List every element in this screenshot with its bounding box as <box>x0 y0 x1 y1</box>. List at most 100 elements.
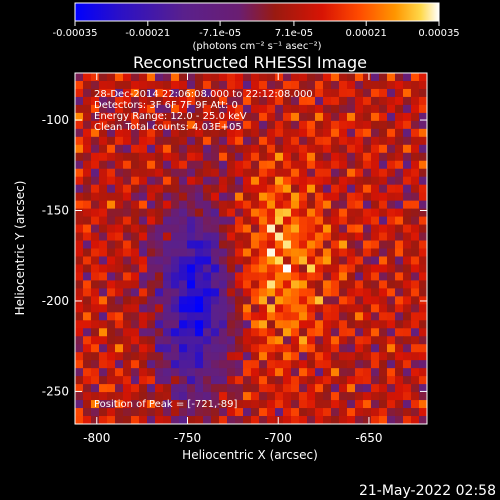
heatmap-cell <box>211 128 220 138</box>
heatmap-cell <box>83 304 92 313</box>
heatmap-cell <box>75 216 84 226</box>
heatmap-cell <box>139 136 148 146</box>
heatmap-cell <box>139 296 148 305</box>
heatmap-cell <box>75 304 84 313</box>
heatmap-cell <box>411 296 420 305</box>
heatmap-cell <box>339 392 348 401</box>
heatmap-cell <box>99 224 108 234</box>
heatmap-cell <box>99 312 108 321</box>
heatmap-cell <box>267 304 276 313</box>
heatmap-cell <box>219 400 228 409</box>
heatmap-cell <box>395 216 404 226</box>
heatmap-cell <box>299 312 308 321</box>
heatmap-cell <box>211 272 220 281</box>
heatmap-cell <box>363 288 372 297</box>
heatmap-cell <box>347 160 356 170</box>
heatmap-cell <box>235 368 244 377</box>
heatmap-cell <box>315 168 324 178</box>
heatmap-cell <box>115 408 124 417</box>
heatmap-cell <box>227 112 236 122</box>
heatmap-cell <box>115 304 124 313</box>
heatmap-cell <box>307 168 316 178</box>
heatmap-cell <box>163 88 172 98</box>
heatmap-cell <box>91 96 100 106</box>
heatmap-cell <box>339 152 348 162</box>
heatmap-cell <box>99 296 108 305</box>
heatmap-cell <box>139 128 148 138</box>
heatmap-cell <box>75 336 84 345</box>
heatmap-cell <box>219 320 228 329</box>
heatmap-cell <box>347 384 356 393</box>
heatmap-cell <box>355 288 364 297</box>
heatmap-cell <box>91 176 100 186</box>
heatmap-cell <box>387 288 396 297</box>
heatmap-cell <box>123 176 132 186</box>
heatmap-cell <box>195 328 204 337</box>
heatmap-cell <box>139 360 148 369</box>
heatmap-cell <box>291 408 300 417</box>
heatmap-cell <box>123 408 132 417</box>
heatmap-cell <box>75 73 84 82</box>
heatmap-cell <box>243 344 252 353</box>
heatmap-cell <box>131 288 140 297</box>
heatmap-cell <box>267 296 276 305</box>
heatmap-cell <box>243 280 252 289</box>
heatmap-cell <box>331 112 340 122</box>
heatmap-cell <box>395 392 404 401</box>
heatmap-cell <box>235 184 244 194</box>
heatmap-cell <box>187 248 196 257</box>
heatmap-cell <box>107 280 116 289</box>
heatmap-cell <box>339 352 348 361</box>
heatmap-cell <box>123 384 132 393</box>
heatmap-cell <box>299 88 308 98</box>
heatmap-cell <box>339 208 348 218</box>
heatmap-cell <box>163 392 172 401</box>
heatmap-cell <box>99 240 108 249</box>
heatmap-cell <box>387 136 396 146</box>
heatmap-cell <box>403 376 412 385</box>
heatmap-cell <box>323 144 332 154</box>
heatmap-cell <box>203 392 212 401</box>
heatmap-cell <box>243 408 252 417</box>
heatmap-cell <box>75 272 84 281</box>
heatmap-cell <box>323 280 332 289</box>
heatmap-cell <box>379 224 388 234</box>
heatmap-cell <box>75 80 84 90</box>
heatmap-cell <box>355 88 364 98</box>
heatmap-cell <box>155 88 164 98</box>
heatmap-cell <box>315 104 324 114</box>
heatmap-cell <box>83 168 92 178</box>
heatmap-cell <box>411 88 420 98</box>
heatmap-cell <box>139 184 148 194</box>
annotation-energy: Energy Range: 12.0 - 25.0 keV <box>94 111 247 122</box>
heatmap-cell <box>187 312 196 321</box>
heatmap-cell <box>291 296 300 305</box>
heatmap-cell <box>267 80 276 90</box>
heatmap-cell <box>123 104 132 114</box>
heatmap-cell <box>179 264 188 273</box>
heatmap-cell <box>395 73 404 82</box>
heatmap-cell <box>363 368 372 377</box>
heatmap-cell <box>179 376 188 385</box>
heatmap-cell <box>171 216 180 226</box>
heatmap-cell <box>395 208 404 218</box>
heatmap-cell <box>251 80 260 90</box>
heatmap-cell <box>315 88 324 98</box>
heatmap-cell <box>203 304 212 313</box>
heatmap-cell <box>195 336 204 345</box>
heatmap-cell <box>275 264 284 273</box>
heatmap-cell <box>147 184 156 194</box>
heatmap-cell <box>115 192 124 202</box>
heatmap-cell <box>299 96 308 106</box>
heatmap-cell <box>331 344 340 353</box>
heatmap-cell <box>395 80 404 90</box>
heatmap-cell <box>275 304 284 313</box>
heatmap-cell <box>243 88 252 98</box>
heatmap-cell <box>155 344 164 353</box>
heatmap-cell <box>123 248 132 257</box>
heatmap-cell <box>307 73 316 82</box>
heatmap-cell <box>323 128 332 138</box>
heatmap-cell <box>323 400 332 409</box>
heatmap-cell <box>315 296 324 305</box>
heatmap-cell <box>291 88 300 98</box>
